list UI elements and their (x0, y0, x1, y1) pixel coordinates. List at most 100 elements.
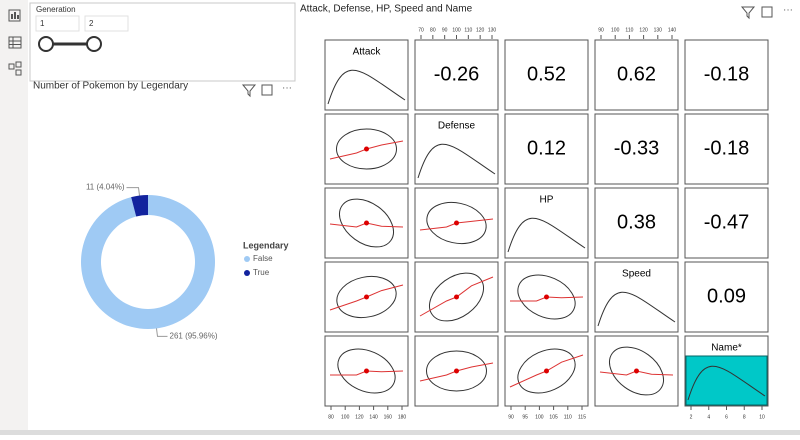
ellipse (517, 274, 576, 320)
centroid (364, 220, 369, 226)
legend-title: Legendary (243, 240, 289, 250)
panel (684, 39, 769, 111)
tick-label: 100 (341, 414, 350, 420)
variable-name: Attack (353, 47, 382, 58)
panel (414, 113, 499, 185)
data-label: 11 (4.04%) (86, 183, 125, 192)
tick-label: 90 (442, 27, 448, 33)
tick-label: 130 (654, 27, 663, 33)
correlation: 0.09 (707, 285, 746, 307)
tick-label: 120 (639, 27, 648, 33)
centroid (454, 220, 459, 226)
centroid (364, 294, 369, 300)
ellipse (339, 198, 394, 248)
slicer-from-value[interactable]: 1 (40, 19, 45, 28)
ellipse (609, 346, 664, 396)
correlation: 0.52 (527, 63, 566, 85)
leader-line (155, 328, 168, 337)
focus-icon[interactable] (261, 84, 273, 96)
nav-data-icon[interactable] (8, 36, 22, 49)
ellipse (426, 201, 487, 245)
donut-title: Number of Pokemon by Legendary (33, 81, 188, 92)
data-label: 261 (95.96%) (170, 332, 218, 341)
centroid (544, 294, 549, 300)
leader-line (126, 187, 141, 196)
donut-visual: Number of Pokemon by Legendary ··· (33, 81, 292, 98)
variable-name: Name* (711, 343, 742, 354)
hist-fill (685, 355, 768, 406)
tick-label: 110 (564, 414, 572, 420)
nav-report-icon[interactable] (8, 9, 21, 22)
tick-label: 120 (476, 27, 485, 33)
tick-label: 90 (598, 27, 604, 33)
donut-slice (81, 195, 216, 330)
density-curve (687, 365, 766, 401)
slicer-to[interactable] (84, 15, 129, 32)
legend-marker (244, 256, 250, 262)
slider-handle-right[interactable] (86, 36, 102, 52)
centroid (364, 368, 369, 374)
tick-label: 10 (759, 414, 765, 420)
tick-label: 8 (743, 414, 746, 420)
panel (594, 113, 679, 185)
slicer-to-value[interactable]: 2 (89, 19, 94, 28)
centroid (634, 368, 639, 374)
nav-model-icon[interactable] (8, 61, 22, 76)
filter-icon[interactable] (241, 84, 257, 98)
legend-marker (244, 270, 250, 276)
slicer-title: Generation (36, 5, 76, 14)
tick-label: 6 (725, 414, 728, 420)
centroid (454, 368, 459, 374)
more-icon[interactable]: ··· (282, 83, 292, 94)
correlation: 0.62 (617, 63, 656, 85)
correlation: 0.38 (617, 211, 656, 233)
panel (594, 39, 679, 111)
panel (414, 39, 499, 111)
tick-label: 180 (398, 414, 407, 420)
panel (684, 261, 769, 333)
density-curve (507, 217, 586, 253)
slicer-from[interactable] (35, 15, 80, 32)
panel (684, 113, 769, 185)
correlation: -0.18 (704, 137, 750, 159)
ellipse (429, 272, 484, 322)
correlation: -0.18 (704, 63, 750, 85)
matrix-title: Attack, Defense, HP, Speed and Name (300, 4, 473, 15)
matrix-visual: Attack, Defense, HP, Speed and Name ··· (300, 4, 793, 20)
focus-icon[interactable] (761, 6, 773, 18)
tick-label: 120 (355, 414, 364, 420)
filter-icon[interactable] (740, 6, 756, 20)
correlation: -0.47 (704, 211, 750, 233)
nav-bar (0, 0, 28, 435)
ellipse (336, 275, 397, 319)
panel (504, 113, 589, 185)
variable-name: Defense (438, 121, 476, 132)
tick-label: 130 (488, 27, 497, 33)
legend-label: True (253, 268, 270, 277)
tick-label: 105 (549, 414, 558, 420)
tick-label: 100 (611, 27, 620, 33)
tick-label: 110 (464, 27, 472, 33)
tick-label: 2 (690, 414, 693, 420)
ellipse (336, 128, 397, 170)
variable-name: HP (540, 195, 554, 206)
centroid (544, 368, 549, 374)
tick-label: 70 (418, 27, 424, 33)
tick-label: 140 (668, 27, 677, 33)
legend-label: False (253, 254, 273, 263)
ellipse (426, 350, 487, 392)
tick-label: 95 (522, 414, 528, 420)
density-curve (327, 69, 406, 105)
correlation: 0.12 (527, 137, 566, 159)
panel (684, 187, 769, 259)
tick-label: 4 (707, 414, 710, 420)
density-curve (417, 143, 496, 179)
slider-handle-left[interactable] (38, 36, 54, 52)
ellipse (337, 348, 396, 394)
more-icon[interactable]: ··· (783, 5, 793, 16)
centroid (364, 146, 369, 152)
tick-label: 90 (508, 414, 514, 420)
correlation: -0.33 (614, 137, 660, 159)
tick-label: 100 (452, 27, 461, 33)
